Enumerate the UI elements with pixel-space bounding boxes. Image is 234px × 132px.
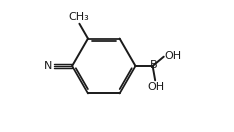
Text: OH: OH [165, 51, 182, 61]
Text: B: B [150, 60, 157, 70]
Text: OH: OH [147, 82, 164, 92]
Text: N: N [44, 61, 52, 71]
Text: CH₃: CH₃ [68, 12, 89, 22]
